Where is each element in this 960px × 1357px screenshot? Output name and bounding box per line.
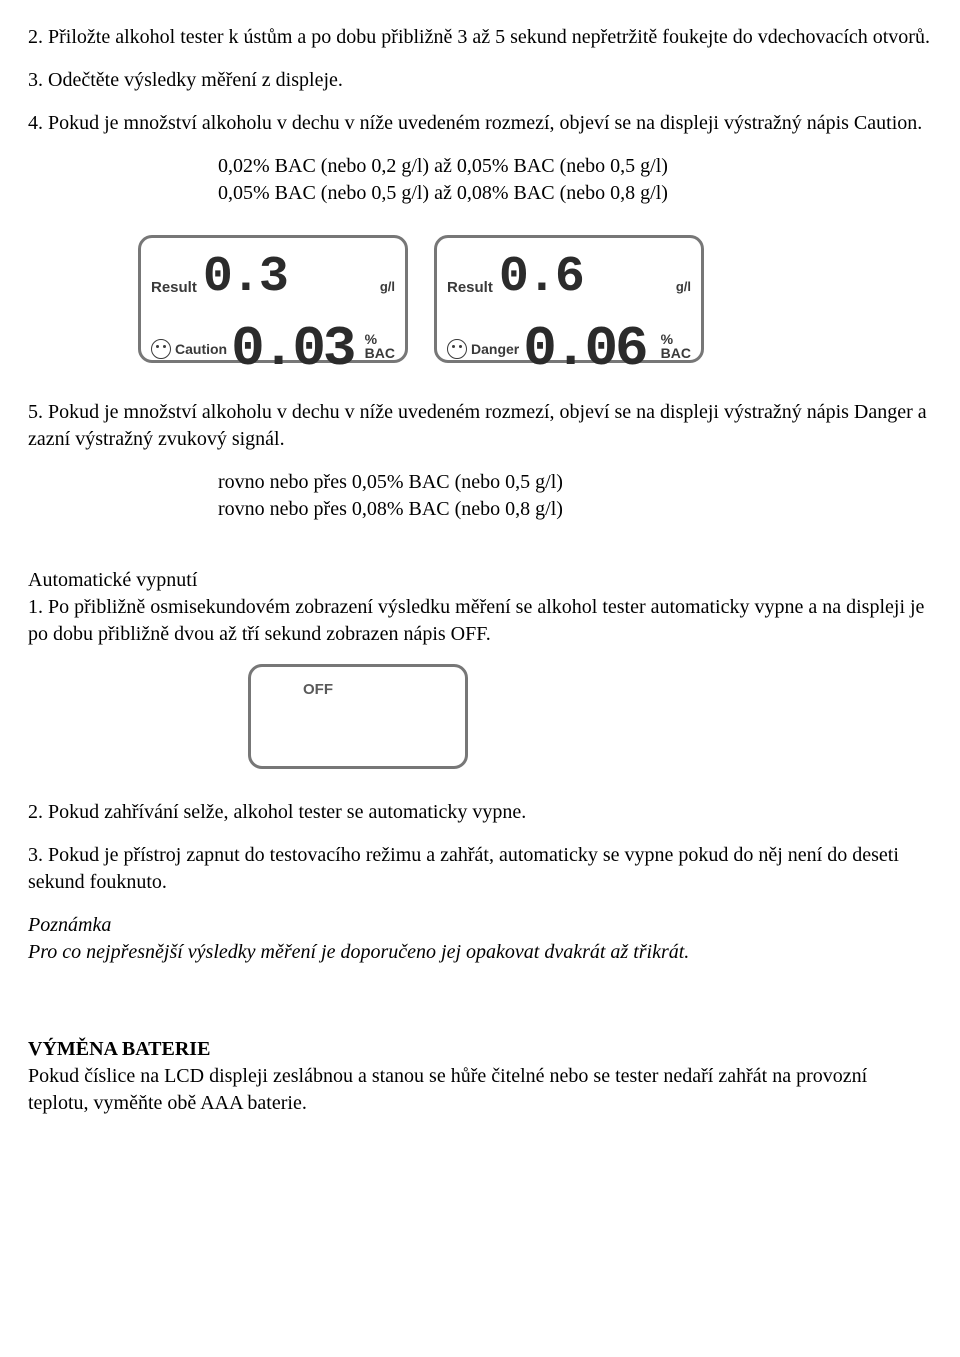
note-body: Pro co nejpřesnější výsledky měření je d…	[28, 941, 689, 963]
lcd-unit-bac: % BAC	[661, 332, 691, 366]
lcd-result-label: Result	[151, 258, 197, 298]
paragraph-step-4: 4. Pokud je množství alkoholu v dechu v …	[28, 110, 932, 137]
lcd-warn-label-danger: Danger	[471, 340, 519, 359]
range-line-2: rovno nebo přes 0,08% BAC (nebo 0,8 g/l)	[218, 496, 932, 523]
range-block-1: 0,02% BAC (nebo 0,2 g/l) až 0,05% BAC (n…	[218, 153, 932, 207]
paragraph-step-3: 3. Odečtěte výsledky měření z displeje.	[28, 67, 932, 94]
lcd-top-value: 0.6	[499, 244, 676, 312]
auto-off-step-1: 1. Po přibližně osmisekundovém zobrazení…	[28, 594, 932, 648]
paragraph-step-5: 5. Pokud je množství alkoholu v dechu v …	[28, 399, 932, 453]
auto-off-step-3: 3. Pokud je přístroj zapnut do testovací…	[28, 842, 932, 896]
lcd-result-label: Result	[447, 258, 493, 298]
lcd-warn-label-caution: Caution	[175, 340, 227, 359]
lcd-display-danger: Result 0.6 g/l Danger 0.06 % BAC	[434, 235, 704, 363]
range-line-1: rovno nebo přes 0,05% BAC (nebo 0,5 g/l)	[218, 469, 932, 496]
face-icon	[447, 339, 467, 359]
lcd-unit-pct: %	[365, 332, 395, 346]
lcd-display-row: Result 0.3 g/l Caution 0.03 % BAC Result…	[138, 235, 932, 363]
note-block: Poznámka Pro co nejpřesnější výsledky mě…	[28, 912, 932, 966]
lcd-bottom-value: 0.03	[231, 312, 365, 388]
range-line-1: 0,02% BAC (nebo 0,2 g/l) až 0,05% BAC (n…	[218, 153, 932, 180]
face-icon	[151, 339, 171, 359]
battery-title: VÝMĚNA BATERIE	[28, 1038, 210, 1060]
battery-body: Pokud číslice na LCD displeji zeslábnou …	[28, 1065, 867, 1114]
auto-off-title: Automatické vypnutí	[28, 567, 932, 594]
lcd-unit-bac-label: BAC	[365, 346, 395, 360]
lcd-top-value: 0.3	[203, 244, 380, 312]
range-block-2: rovno nebo přes 0,05% BAC (nebo 0,5 g/l)…	[218, 469, 932, 523]
auto-off-step-2: 2. Pokud zahřívání selže, alkohol tester…	[28, 799, 932, 826]
lcd-display-off: OFF	[248, 664, 468, 769]
lcd-unit-bac: % BAC	[365, 332, 395, 366]
battery-section: VÝMĚNA BATERIE Pokud číslice na LCD disp…	[28, 1036, 932, 1117]
lcd-display-caution: Result 0.3 g/l Caution 0.03 % BAC	[138, 235, 408, 363]
lcd-off-label: OFF	[303, 681, 333, 698]
lcd-unit-pct: %	[661, 332, 691, 346]
paragraph-step-2: 2. Přiložte alkohol tester k ústům a po …	[28, 24, 932, 51]
lcd-unit-bac-label: BAC	[661, 346, 691, 360]
lcd-unit-gl: g/l	[380, 262, 395, 294]
range-line-2: 0,05% BAC (nebo 0,5 g/l) až 0,08% BAC (n…	[218, 180, 932, 207]
lcd-bottom-value: 0.06	[523, 312, 660, 388]
lcd-unit-gl: g/l	[676, 262, 691, 294]
note-title: Poznámka	[28, 914, 111, 936]
